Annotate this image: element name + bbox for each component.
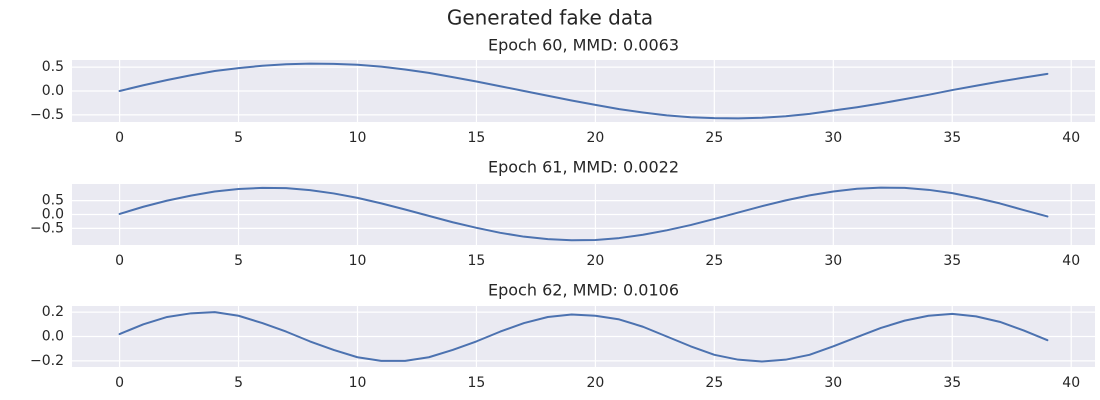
x-tick-label: 0 — [115, 253, 124, 269]
x-tick-label: 5 — [234, 375, 243, 391]
x-tick-label: 35 — [943, 253, 961, 269]
subplot-2: 0 5 10 15 20 25 30 35 40 0.50.0−0.5 Epoch 61, MMD:… — [30, 158, 1095, 269]
x-tick-label: 35 — [943, 375, 961, 391]
y-tick-label: −0.2 — [30, 353, 64, 369]
x-tick-label: 20 — [586, 375, 604, 391]
series-line — [118, 186, 1049, 242]
x-tick-label: 30 — [824, 253, 842, 269]
x-tick-label: 40 — [1062, 253, 1080, 269]
x-tick-label: 25 — [705, 130, 723, 146]
x-tick-label: 10 — [349, 375, 367, 391]
y-tick-label: 0.5 — [42, 59, 64, 75]
x-tick-label: 25 — [705, 375, 723, 391]
x-tick-label: 0 — [115, 130, 124, 146]
subplot-title: Epoch 61, MMD: 0.0022 — [488, 158, 679, 177]
x-tick-label: 35 — [943, 130, 961, 146]
x-tick-label: 30 — [824, 375, 842, 391]
y-tick-label: 0.2 — [42, 304, 64, 320]
series-line — [118, 311, 1049, 363]
x-tick-label: 20 — [586, 253, 604, 269]
x-tick-label: 15 — [468, 130, 486, 146]
y-tick-label: −0.5 — [30, 220, 64, 236]
x-tick-label: 15 — [468, 253, 486, 269]
subplot-1: 0 5 10 15 20 25 30 35 40 0.5 0.0 −0.5 Epoch 60, MMD:… — [30, 36, 1095, 146]
series-line — [118, 62, 1049, 120]
x-tick-label: 10 — [349, 130, 367, 146]
subplot-3: 0 5 10 15 20 25 30 35 40 0.2 0.0 −0.2 Epoch 62, MMD:… — [30, 281, 1095, 391]
x-tick-label: 20 — [586, 130, 604, 146]
x-tick-label: 40 — [1062, 130, 1080, 146]
x-tick-label: 10 — [349, 253, 367, 269]
x-tick-label: 25 — [705, 253, 723, 269]
subplot-title: Epoch 62, MMD: 0.0106 — [488, 281, 679, 300]
y-tick-label: 0.0 — [42, 83, 64, 99]
subplot-title: Epoch 60, MMD: 0.0063 — [488, 36, 679, 55]
y-tick-label: 0.0 — [42, 207, 64, 223]
y-tick-label: −0.5 — [30, 107, 64, 123]
figure-suptitle: Generated fake data — [447, 6, 653, 30]
x-tick-label: 30 — [824, 130, 842, 146]
x-tick-label: 0 — [115, 375, 124, 391]
x-tick-label: 15 — [468, 375, 486, 391]
x-tick-label: 5 — [234, 253, 243, 269]
y-tick-label: 0.5 — [42, 193, 64, 209]
x-tick-label: 5 — [234, 130, 243, 146]
y-tick-label: 0.0 — [42, 329, 64, 345]
x-tick-label: 40 — [1062, 375, 1080, 391]
